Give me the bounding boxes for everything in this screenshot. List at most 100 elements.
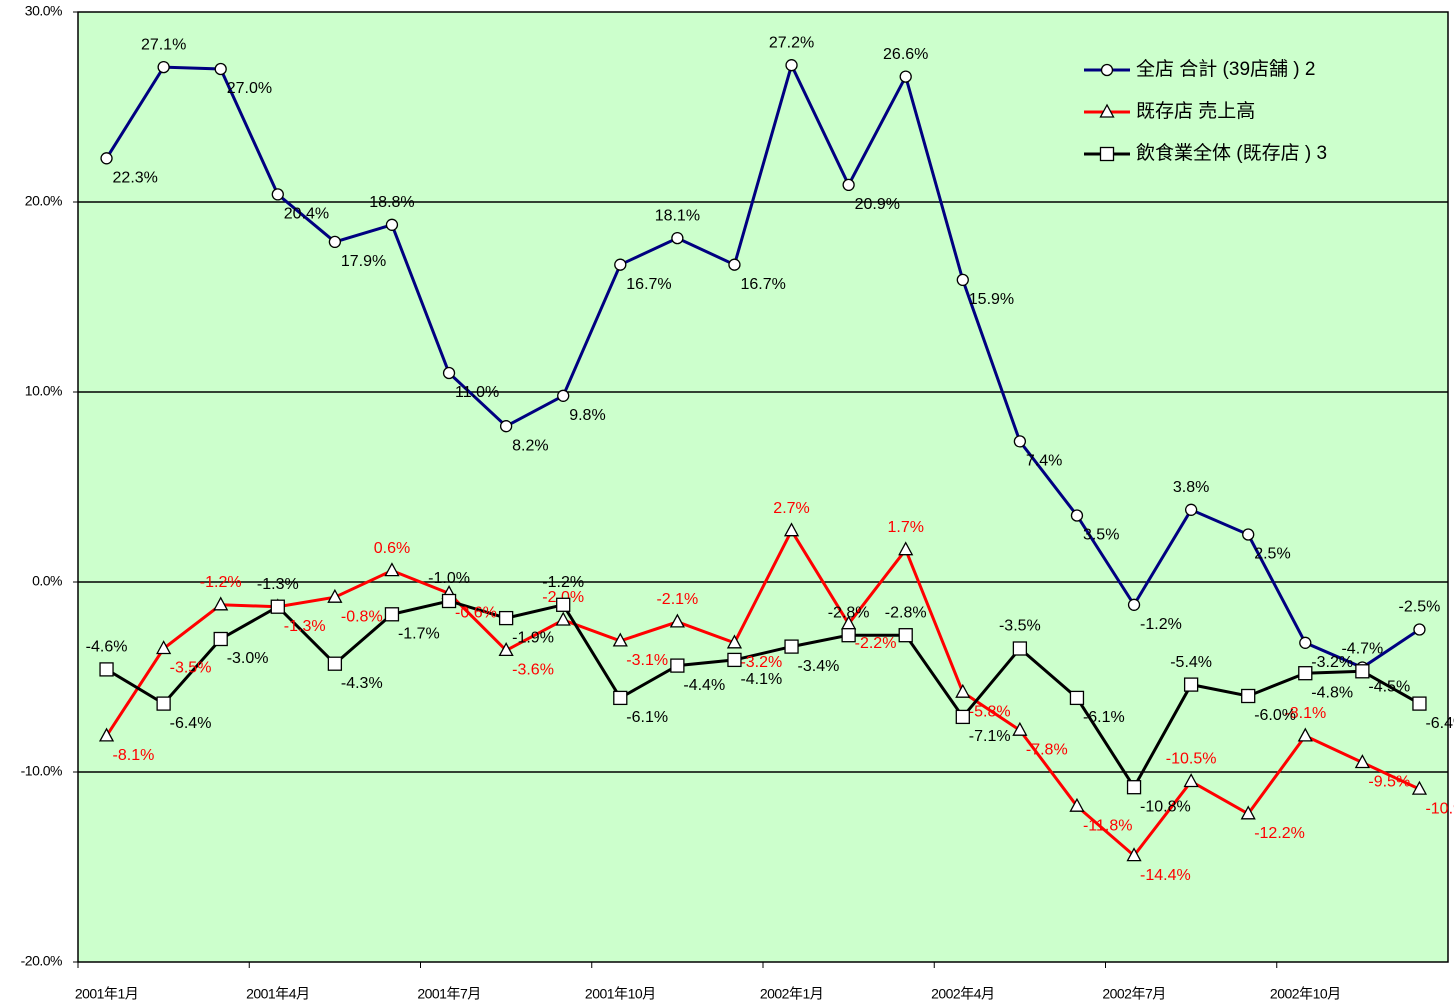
point (1240, 805, 1256, 820)
point (1297, 727, 1313, 742)
value-label: -4.4% (683, 677, 725, 694)
value-label: -4.8% (1311, 684, 1353, 701)
value-label: 26.6% (883, 46, 928, 63)
value-label: -1.2% (542, 574, 584, 591)
point (1127, 598, 1141, 611)
point (328, 235, 342, 249)
point (728, 258, 741, 271)
value-label: -7.1% (969, 728, 1011, 745)
point (898, 541, 914, 556)
value-label: -2.2% (855, 635, 897, 652)
point (156, 640, 172, 655)
value-label: 22.3% (113, 170, 158, 187)
value-label: -8.1% (113, 747, 155, 764)
point (157, 60, 170, 74)
point (898, 628, 913, 643)
value-label: -1.2% (1140, 616, 1182, 633)
point (498, 610, 514, 626)
point (499, 420, 513, 433)
point (956, 273, 969, 287)
point (99, 662, 114, 677)
value-label: -1.9% (512, 629, 554, 646)
point (1299, 636, 1312, 649)
value-label: -0.6% (455, 605, 497, 622)
point (842, 178, 855, 192)
point (1012, 721, 1028, 736)
series-line (105, 527, 1421, 858)
x-tick-label: 2002年10月 (1270, 986, 1341, 1002)
legend-label: 飲食業全体 (既存店 ) 3 (1136, 142, 1327, 164)
x-tick-label: 2002年4月 (931, 986, 994, 1002)
value-label: 17.9% (341, 253, 386, 270)
point (1298, 666, 1313, 681)
point (385, 218, 399, 231)
point (271, 188, 284, 201)
legend-marker (1099, 146, 1115, 162)
value-label: -4.6% (86, 639, 128, 656)
point (671, 231, 684, 245)
value-label: -2.8% (828, 604, 870, 621)
value-label: -11.8% (1083, 817, 1133, 834)
value-label: -12.2% (1254, 825, 1305, 842)
value-label: -6.4% (170, 715, 212, 732)
value-label: 8.2% (512, 437, 548, 454)
value-label: 11.0% (455, 384, 499, 401)
point (384, 562, 400, 577)
value-label: 2.5% (1254, 546, 1290, 563)
value-label: -3.4% (798, 658, 840, 675)
point (1183, 773, 1199, 788)
point (498, 642, 514, 657)
value-label: 3.8% (1173, 479, 1209, 496)
point (1126, 780, 1142, 795)
point (613, 690, 628, 706)
value-label: -4.3% (341, 675, 383, 692)
value-label: -3.6% (512, 662, 554, 679)
value-label: -9.5% (1368, 774, 1410, 791)
value-label: 0.6% (374, 540, 410, 557)
x-tick-label: 2001年7月 (417, 986, 480, 1002)
value-label: -2.8% (885, 604, 927, 621)
value-label: -5.4% (1170, 654, 1212, 671)
x-tick-label: 2001年10月 (585, 986, 656, 1002)
point (1413, 623, 1426, 636)
value-label: -2.5% (1399, 599, 1441, 616)
point (1070, 509, 1084, 522)
value-label: -3.0% (227, 650, 269, 667)
value-label: -4.1% (740, 671, 782, 688)
point (557, 389, 570, 402)
value-label: 9.8% (569, 407, 605, 424)
value-label: -1.3% (284, 618, 326, 635)
value-label: 3.5% (1083, 527, 1119, 544)
value-label: 20.4% (284, 206, 329, 223)
value-label: 15.9% (969, 291, 1014, 308)
value-label: 16.7% (626, 276, 671, 293)
value-label: 7.4% (1026, 453, 1062, 470)
value-label: -1.3% (257, 576, 299, 593)
point (1013, 435, 1027, 448)
point (899, 70, 912, 83)
point (784, 639, 799, 654)
point (1012, 641, 1028, 656)
value-label: 1.7% (887, 519, 923, 536)
value-label: 18.8% (369, 194, 414, 211)
value-label: 20.9% (855, 196, 900, 213)
point (327, 588, 343, 603)
point (441, 593, 457, 609)
value-label: -0.8% (341, 608, 383, 625)
point (213, 631, 228, 647)
point (1411, 780, 1428, 795)
legend-marker (1099, 103, 1115, 118)
y-tick-label: -20.0% (21, 953, 62, 969)
y-tick-label: 30.0% (25, 3, 62, 19)
point (442, 366, 456, 380)
legend-label: 全店 合計 (39店舗 ) 2 (1136, 58, 1315, 80)
point (1069, 797, 1085, 812)
x-tick-label: 2001年4月 (246, 986, 309, 1002)
value-label: -3.5% (170, 660, 212, 677)
point (1354, 754, 1370, 769)
value-label: -6.1% (626, 709, 668, 726)
point (614, 258, 627, 271)
point (327, 656, 343, 671)
value-label: -6.4% (1425, 715, 1454, 732)
